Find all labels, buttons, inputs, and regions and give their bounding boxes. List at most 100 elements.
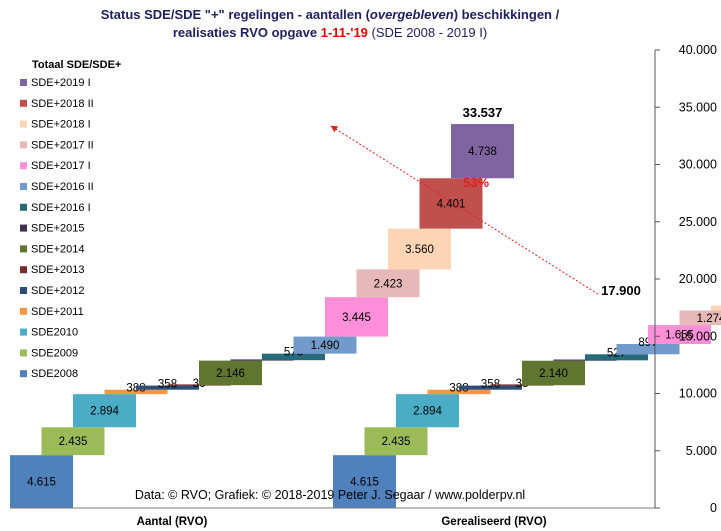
legend-item-label: SDE+2011: [31, 306, 84, 318]
legend-swatch: [20, 245, 27, 253]
bar-segment: [104, 389, 168, 395]
bar-segment: [364, 427, 428, 456]
bar-segment: [711, 305, 721, 311]
chart-title-line-1: Status SDE/SDE "+" regelingen - aantalle…: [101, 7, 560, 22]
bar-value-label: 2.435: [59, 436, 88, 448]
bar-segment: [679, 310, 721, 326]
bar-value-label: 4.615: [350, 477, 379, 489]
bar-value-label: 4.401: [437, 198, 466, 210]
y-tick-label: 10.000: [679, 387, 717, 401]
bar-value-label: 1.655: [665, 330, 694, 342]
legend-swatch: [20, 328, 27, 336]
bar-value-label: 3.445: [342, 312, 371, 324]
y-tick-label: 5.000: [686, 444, 717, 458]
bar-segment: [419, 178, 483, 229]
title2-part-a: realisaties RVO opgave: [173, 25, 321, 40]
legend-item-label: SDE2009: [31, 347, 78, 359]
y-tick-label: 35.000: [679, 100, 717, 114]
bar-segment: [333, 455, 396, 508]
plot-area: 4.6152.4352.894388358362.1465731.4903.44…: [10, 105, 721, 528]
legend-title: Totaal SDE/SDE+: [32, 59, 121, 71]
bar-value-label: 4.738: [468, 146, 497, 158]
legend-swatch: [20, 99, 27, 107]
bar-segment: [451, 123, 514, 179]
bar-segment: [262, 353, 325, 361]
legend-item-label: SDE+2017 I: [31, 160, 91, 172]
legend-swatch: [20, 370, 27, 378]
legend-item-label: SDE+2016 I: [31, 202, 91, 214]
legend-item-label: SDE+2019 I: [31, 77, 91, 89]
bar-value-label: 2.140: [539, 368, 568, 380]
category-label: Aantal (RVO): [137, 516, 208, 528]
bar-value-label: 4.615: [27, 477, 56, 489]
bar-segment: [616, 344, 680, 355]
legend-swatch: [20, 79, 27, 86]
legend-item-label: SDE+2016 II: [31, 181, 94, 193]
bar-segment: [396, 394, 459, 428]
legend-swatch: [20, 120, 27, 128]
bar-segment: [293, 336, 357, 354]
bar-segment: [427, 389, 491, 395]
legend-swatch: [20, 203, 27, 211]
legend-item-label: SDE+2015: [31, 223, 85, 235]
legend-item-label: SDE+2018 I: [31, 119, 91, 131]
legend-swatch: [20, 349, 27, 357]
bar-segment: [41, 427, 105, 456]
title-part-a: Status SDE/SDE "+" regelingen - aantalle…: [101, 7, 371, 22]
bar-value-label: 1.274: [697, 313, 721, 325]
total-label: 33.537: [463, 105, 503, 120]
bar-segment: [388, 228, 451, 270]
bar-segment: [136, 385, 199, 390]
bar-value-label: 2.423: [374, 278, 403, 290]
legend: Totaal SDE/SDE+ SDE+2019 I SDE+2018 II SDE+…: [20, 59, 121, 380]
legend-swatch: [20, 224, 27, 232]
legend-swatch: [20, 162, 27, 170]
y-tick-label: 15.000: [679, 329, 717, 343]
bar-value-label: 1.490: [311, 340, 340, 352]
legend-swatch: [20, 287, 27, 294]
bar-segment: [459, 385, 522, 390]
legend-item-label: SDE+2013: [31, 264, 85, 276]
bar-value-label: 2.894: [413, 406, 442, 418]
legend-swatch: [20, 141, 27, 149]
percent-annotation: 53%: [463, 175, 489, 190]
bar-segment: [73, 394, 136, 428]
title2-part-b: (SDE 2008 - 2019 I): [368, 25, 487, 40]
title-part-b: ) beschikkingen /: [454, 7, 560, 22]
bar-segment: [325, 297, 388, 337]
bar-segment: [10, 455, 73, 508]
bar-value-label: 2.146: [216, 368, 245, 380]
bar-segment: [356, 269, 420, 298]
legend-item-label: SDE+2014: [31, 243, 85, 255]
y-tick-label: 30.000: [679, 158, 717, 172]
legend-swatch: [20, 307, 27, 315]
legend-swatch: [20, 183, 27, 190]
chart-title-line-2: realisaties RVO opgave 1-11-'19 (SDE 200…: [173, 25, 487, 40]
title-italic-part: overgebleven: [370, 7, 454, 22]
data-credit: Data: © RVO; Grafiek: © 2018-2019 Peter …: [135, 488, 525, 502]
bar-segment: [648, 325, 711, 345]
legend-swatch: [20, 266, 27, 274]
legend-item-label: SDE+2018 II: [31, 98, 94, 110]
growth-arrow: [330, 125, 599, 295]
legend-item-label: SDE2008: [31, 368, 78, 380]
bar-segment: [585, 354, 648, 361]
total-label: 17.900: [601, 283, 641, 298]
title2-date: 1-11-'19: [321, 25, 368, 40]
bar-value-label: 2.894: [90, 406, 119, 418]
bar-value-label: 3.560: [405, 244, 434, 256]
legend-item-label: SDE2010: [31, 327, 78, 339]
y-axis: 0 5.000 10.000 15.000 20.000 25.000 30.000 35.0…: [10, 43, 717, 515]
category-label: Gerealiseerd (RVO): [441, 516, 546, 528]
legend-item-label: SDE+2012: [31, 285, 85, 297]
bar-segment: [199, 360, 262, 386]
y-tick-label: 20.000: [679, 272, 717, 286]
y-tick-label: 0: [710, 501, 717, 515]
bar-value-label: 2.435: [382, 436, 411, 448]
y-tick-label: 25.000: [679, 215, 717, 229]
bar-segment: [522, 360, 585, 386]
legend-item-label: SDE+2017 II: [31, 139, 94, 151]
y-tick-label: 40.000: [679, 43, 717, 57]
